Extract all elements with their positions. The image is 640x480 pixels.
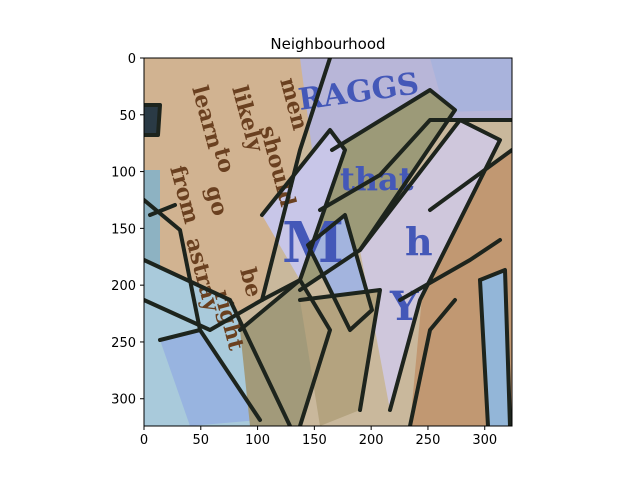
x-tick-label: 250 bbox=[416, 433, 441, 448]
y-tick-label: 250 bbox=[111, 336, 136, 351]
x-tick-label: 200 bbox=[359, 433, 384, 448]
y-tick-label: 100 bbox=[111, 166, 136, 181]
y-tick-label: 0 bbox=[128, 52, 136, 67]
y-axis: 0 50 100 150 200 250 300 bbox=[111, 52, 144, 408]
x-axis: 0 50 100 150 200 250 300 bbox=[140, 426, 497, 448]
x-tick-label: 100 bbox=[245, 433, 270, 448]
axes-frame bbox=[143, 57, 513, 427]
x-tick-label: 150 bbox=[302, 433, 327, 448]
news-text-h: h bbox=[405, 219, 433, 264]
x-tick-label: 0 bbox=[140, 433, 148, 448]
collage-image: men should be right likely to go astray … bbox=[144, 58, 512, 426]
x-tick-label: 300 bbox=[472, 433, 497, 448]
y-tick-label: 150 bbox=[111, 222, 136, 237]
y-tick-label: 300 bbox=[111, 393, 136, 408]
y-tick-label: 50 bbox=[119, 109, 136, 124]
x-tick-label: 50 bbox=[193, 433, 210, 448]
y-tick-label: 200 bbox=[111, 279, 136, 294]
chart-title: Neighbourhood bbox=[270, 35, 385, 53]
